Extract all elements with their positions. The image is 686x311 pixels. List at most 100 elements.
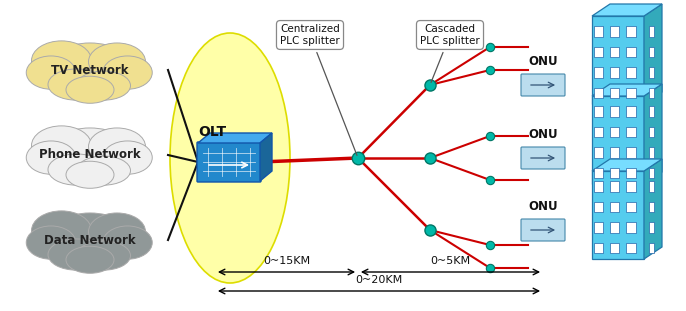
Ellipse shape <box>77 156 130 185</box>
FancyBboxPatch shape <box>626 127 636 137</box>
FancyBboxPatch shape <box>594 26 603 37</box>
FancyBboxPatch shape <box>649 181 654 192</box>
FancyBboxPatch shape <box>649 106 654 117</box>
FancyBboxPatch shape <box>592 171 644 259</box>
Ellipse shape <box>47 43 134 97</box>
Ellipse shape <box>88 213 145 250</box>
Polygon shape <box>198 133 272 143</box>
Ellipse shape <box>88 128 145 165</box>
FancyBboxPatch shape <box>626 202 636 212</box>
FancyBboxPatch shape <box>610 168 619 178</box>
FancyBboxPatch shape <box>594 181 603 192</box>
FancyBboxPatch shape <box>594 127 603 137</box>
Ellipse shape <box>103 141 152 174</box>
FancyBboxPatch shape <box>594 168 603 178</box>
Text: TV Network: TV Network <box>51 63 129 77</box>
FancyBboxPatch shape <box>610 181 619 192</box>
FancyBboxPatch shape <box>610 222 619 233</box>
Text: 0~20KM: 0~20KM <box>355 275 403 285</box>
Text: ONU: ONU <box>528 200 558 213</box>
Ellipse shape <box>88 43 145 81</box>
Ellipse shape <box>32 126 91 165</box>
FancyBboxPatch shape <box>610 202 619 212</box>
Text: Cascaded
PLC splitter: Cascaded PLC splitter <box>420 24 480 82</box>
Ellipse shape <box>26 56 75 89</box>
Ellipse shape <box>26 141 75 174</box>
Text: ONU: ONU <box>528 55 558 68</box>
FancyBboxPatch shape <box>649 67 654 78</box>
FancyBboxPatch shape <box>626 181 636 192</box>
FancyBboxPatch shape <box>626 106 636 117</box>
FancyBboxPatch shape <box>610 147 619 158</box>
FancyBboxPatch shape <box>626 168 636 178</box>
FancyBboxPatch shape <box>610 26 619 37</box>
Ellipse shape <box>48 239 105 270</box>
Polygon shape <box>644 159 662 259</box>
FancyBboxPatch shape <box>594 47 603 57</box>
FancyBboxPatch shape <box>626 222 636 233</box>
FancyBboxPatch shape <box>592 96 644 184</box>
Ellipse shape <box>26 226 75 259</box>
Text: 0~15KM: 0~15KM <box>263 256 310 266</box>
FancyBboxPatch shape <box>649 127 654 137</box>
FancyBboxPatch shape <box>649 243 654 253</box>
FancyBboxPatch shape <box>626 67 636 78</box>
FancyBboxPatch shape <box>594 106 603 117</box>
Ellipse shape <box>66 76 114 103</box>
FancyBboxPatch shape <box>649 88 654 98</box>
FancyBboxPatch shape <box>610 88 619 98</box>
FancyBboxPatch shape <box>649 168 654 178</box>
FancyBboxPatch shape <box>594 202 603 212</box>
FancyBboxPatch shape <box>649 26 654 37</box>
FancyBboxPatch shape <box>594 147 603 158</box>
FancyBboxPatch shape <box>626 47 636 57</box>
FancyBboxPatch shape <box>610 106 619 117</box>
Polygon shape <box>592 84 662 96</box>
Ellipse shape <box>77 241 130 270</box>
FancyBboxPatch shape <box>197 142 261 182</box>
Text: Centralized
PLC splitter: Centralized PLC splitter <box>280 24 357 156</box>
FancyBboxPatch shape <box>594 67 603 78</box>
Ellipse shape <box>47 128 134 182</box>
Polygon shape <box>592 159 662 171</box>
Ellipse shape <box>77 71 130 100</box>
Ellipse shape <box>32 211 91 250</box>
FancyBboxPatch shape <box>521 74 565 96</box>
Ellipse shape <box>47 213 134 267</box>
Ellipse shape <box>32 41 91 81</box>
FancyBboxPatch shape <box>594 222 603 233</box>
Ellipse shape <box>48 69 105 100</box>
Text: ONU: ONU <box>528 128 558 141</box>
FancyBboxPatch shape <box>610 67 619 78</box>
FancyBboxPatch shape <box>649 202 654 212</box>
Polygon shape <box>260 133 272 181</box>
Ellipse shape <box>66 246 114 273</box>
Ellipse shape <box>103 226 152 259</box>
FancyBboxPatch shape <box>626 26 636 37</box>
Polygon shape <box>644 4 662 104</box>
FancyBboxPatch shape <box>594 243 603 253</box>
FancyBboxPatch shape <box>521 219 565 241</box>
Text: OLT: OLT <box>198 125 226 139</box>
Text: Data Network: Data Network <box>44 234 136 247</box>
Ellipse shape <box>170 33 290 283</box>
FancyBboxPatch shape <box>649 222 654 233</box>
FancyBboxPatch shape <box>594 88 603 98</box>
FancyBboxPatch shape <box>592 16 644 104</box>
FancyBboxPatch shape <box>610 243 619 253</box>
Text: Phone Network: Phone Network <box>39 148 141 161</box>
Ellipse shape <box>66 161 114 188</box>
FancyBboxPatch shape <box>626 147 636 158</box>
Text: 0~5KM: 0~5KM <box>430 256 471 266</box>
FancyBboxPatch shape <box>649 47 654 57</box>
Polygon shape <box>592 4 662 16</box>
FancyBboxPatch shape <box>626 243 636 253</box>
FancyBboxPatch shape <box>610 47 619 57</box>
Ellipse shape <box>48 154 105 185</box>
Polygon shape <box>644 84 662 184</box>
FancyBboxPatch shape <box>626 88 636 98</box>
Ellipse shape <box>103 56 152 89</box>
FancyBboxPatch shape <box>521 147 565 169</box>
FancyBboxPatch shape <box>649 147 654 158</box>
FancyBboxPatch shape <box>610 127 619 137</box>
